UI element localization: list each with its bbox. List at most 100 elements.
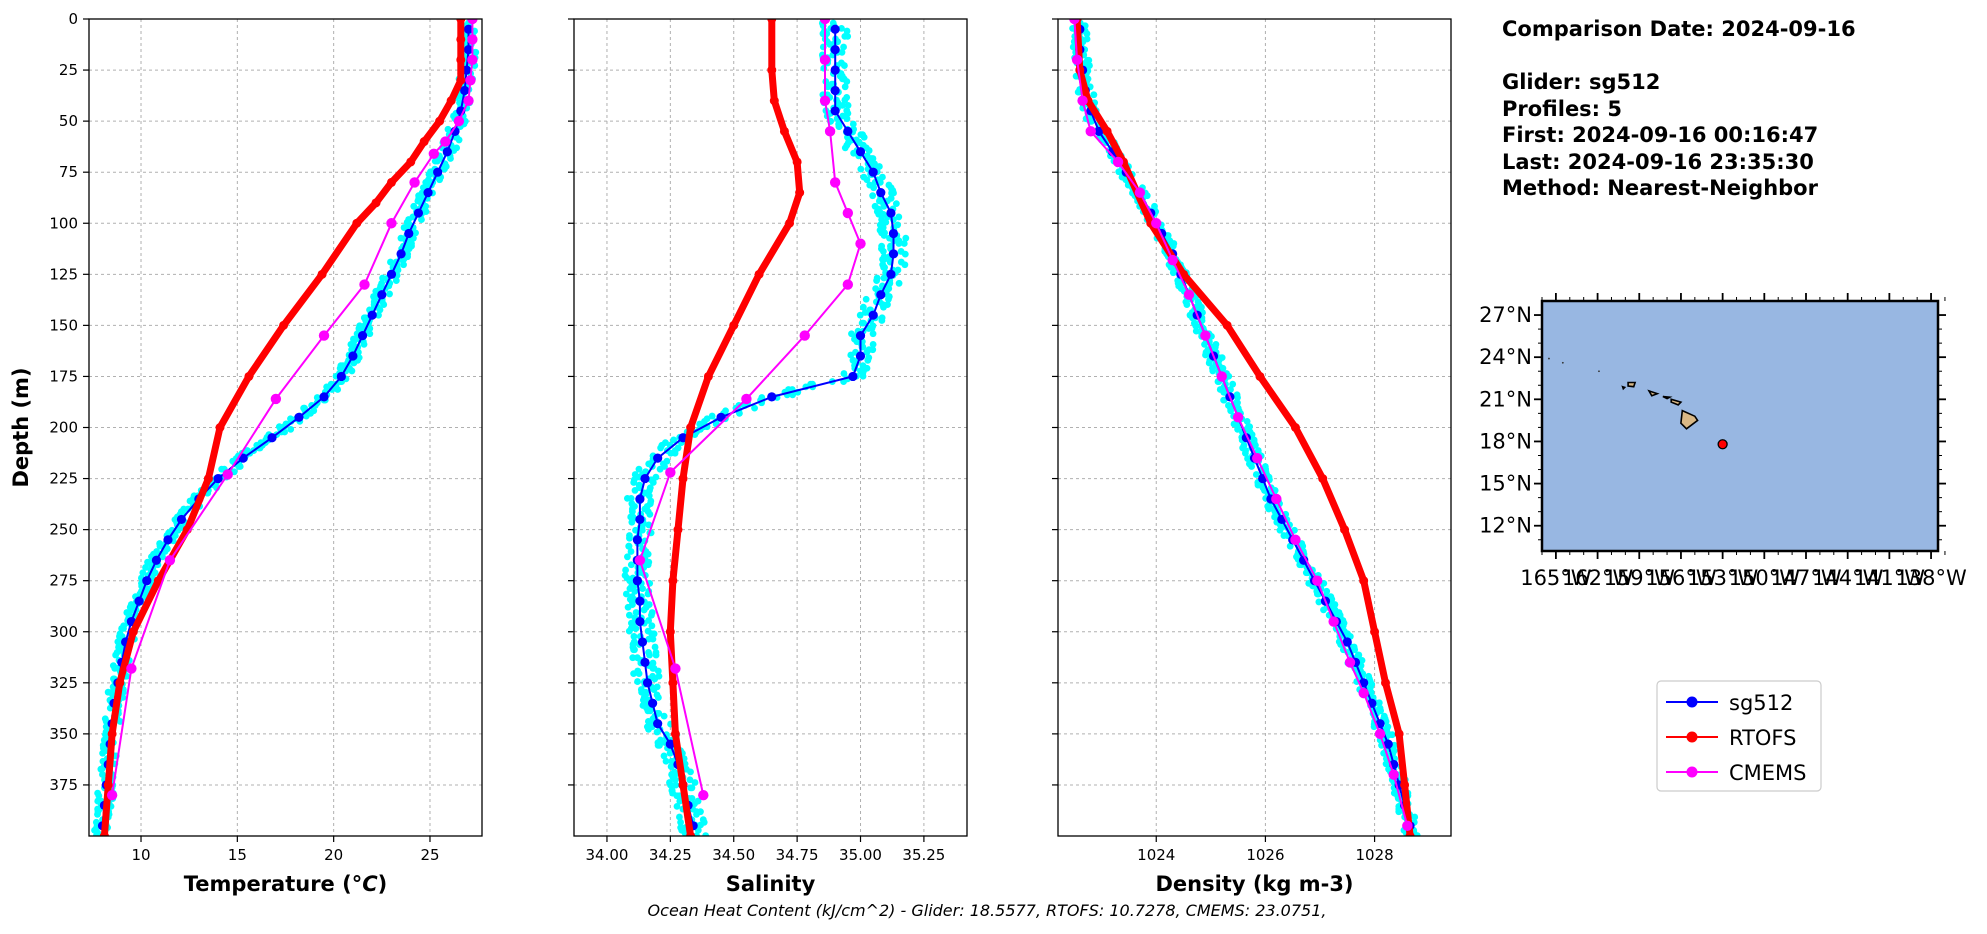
series-point-rtofs bbox=[1255, 371, 1265, 381]
plot-area bbox=[1069, 19, 1421, 836]
scatter-point-glider-raw bbox=[455, 136, 463, 144]
series-point-cmems bbox=[634, 555, 646, 566]
series-point-sg512 bbox=[635, 596, 645, 606]
scatter-point-glider-raw bbox=[644, 707, 652, 715]
scatter-point-glider-raw bbox=[1375, 699, 1383, 707]
series-point-cmems bbox=[126, 663, 137, 674]
series-point-sg512 bbox=[640, 657, 650, 667]
x-tick-label: 35.00 bbox=[839, 846, 882, 864]
legend-label: RTOFS bbox=[1729, 726, 1796, 750]
scatter-point-glider-raw bbox=[645, 492, 653, 500]
series-point-sg512 bbox=[294, 412, 304, 422]
scatter-point-glider-raw bbox=[436, 176, 444, 184]
series-line-rtofs bbox=[1073, 19, 1414, 836]
ocean-heat-content: Ocean Heat Content (kJ/cm^2) - Glider: 1… bbox=[648, 901, 1327, 920]
scatter-point-glider-raw bbox=[380, 301, 388, 308]
legend-label: CMEMS bbox=[1729, 761, 1807, 785]
series-point-sg512 bbox=[151, 555, 162, 565]
series-point-sg512 bbox=[213, 473, 223, 484]
glider-name: Glider: sg512 bbox=[1502, 70, 1660, 94]
series-line-sg512 bbox=[636, 29, 895, 827]
scatter-point-glider-raw bbox=[651, 675, 659, 683]
scatter-point-glider-raw bbox=[859, 372, 867, 380]
scatter-point-glider-raw bbox=[1388, 731, 1396, 739]
series-point-cmems bbox=[1232, 412, 1244, 423]
series-point-sg512 bbox=[830, 45, 840, 55]
scatter-point-glider-raw bbox=[648, 630, 656, 638]
scatter-point-glider-raw bbox=[677, 818, 684, 826]
scatter-point-glider-raw bbox=[1227, 386, 1234, 393]
scatter-point-glider-raw bbox=[1413, 832, 1421, 836]
series-point-rtofs bbox=[103, 780, 113, 790]
scatter-point-glider-raw bbox=[622, 590, 630, 598]
scatter-point-glider-raw bbox=[1220, 396, 1228, 404]
x-axis-label: Salinity bbox=[726, 872, 816, 896]
series-point-sg512 bbox=[888, 249, 899, 259]
scatter-point-glider-raw bbox=[751, 404, 758, 412]
series-point-rtofs bbox=[1318, 474, 1328, 484]
scatter-point-glider-raw bbox=[844, 32, 852, 40]
scatter-point-glider-raw bbox=[1367, 688, 1375, 696]
series-point-sg512 bbox=[142, 576, 152, 586]
x-tick-label: 15 bbox=[228, 846, 247, 864]
scatter-point-glider-raw bbox=[441, 165, 448, 173]
series-point-cmems bbox=[1216, 371, 1227, 382]
map-island bbox=[1662, 395, 1673, 400]
series-point-cmems bbox=[665, 467, 676, 478]
scatter-point-glider-raw bbox=[885, 295, 892, 303]
scatter-point-glider-raw bbox=[697, 821, 704, 829]
scatter-point-glider-raw bbox=[646, 510, 654, 518]
series-point-rtofs bbox=[456, 19, 466, 24]
map-lat-label: 21°N bbox=[1479, 387, 1532, 411]
scatter-point-glider-raw bbox=[625, 627, 633, 635]
scatter-point-glider-raw bbox=[859, 303, 867, 311]
scatter-point-glider-raw bbox=[1315, 598, 1323, 606]
scatter-point-glider-raw bbox=[628, 508, 636, 516]
series-point-sg512 bbox=[176, 514, 187, 525]
series-line-cmems bbox=[111, 19, 474, 796]
scatter-point-glider-raw bbox=[644, 550, 652, 558]
scatter-point-glider-raw bbox=[691, 800, 698, 808]
series-point-rtofs bbox=[670, 729, 680, 739]
map-lon-label: 144°W bbox=[1812, 566, 1884, 590]
scatter-point-glider-raw bbox=[624, 603, 632, 611]
series-point-sg512 bbox=[855, 351, 866, 361]
scatter-point-glider-raw bbox=[1205, 359, 1213, 367]
series-point-cmems bbox=[1151, 218, 1162, 229]
scatter-point-glider-raw bbox=[676, 813, 683, 821]
glider-position-marker bbox=[1717, 439, 1728, 450]
x-tick-label: 34.75 bbox=[776, 846, 819, 864]
scatter-point-glider-raw bbox=[860, 133, 868, 141]
y-tick-label: 125 bbox=[49, 265, 78, 283]
scatter-point-glider-raw bbox=[892, 200, 900, 208]
location-map: 27°N24°N21°N18°N15°N12°N165°W162°W159°W1… bbox=[1479, 293, 1967, 590]
y-tick-label: 175 bbox=[49, 367, 78, 385]
scatter-point-glider-raw bbox=[386, 290, 393, 298]
scatter-point-glider-raw bbox=[667, 763, 675, 770]
scatter-point-glider-raw bbox=[142, 564, 149, 571]
scatter-point-glider-raw bbox=[376, 306, 384, 314]
series-point-cmems bbox=[386, 218, 397, 229]
series-point-rtofs bbox=[1370, 627, 1380, 637]
scatter-point-glider-raw bbox=[631, 587, 639, 595]
scatter-point-glider-raw bbox=[895, 240, 903, 247]
series-point-cmems bbox=[1312, 575, 1323, 586]
scatter-point-glider-raw bbox=[640, 606, 648, 614]
scatter-point-glider-raw bbox=[708, 412, 716, 420]
scatter-point-glider-raw bbox=[693, 810, 700, 818]
legend-label: sg512 bbox=[1729, 691, 1793, 715]
series-point-cmems bbox=[463, 95, 474, 106]
scatter-point-glider-raw bbox=[397, 234, 405, 242]
scatter-point-glider-raw bbox=[860, 319, 868, 327]
scatter-point-glider-raw bbox=[629, 654, 637, 662]
series-point-cmems bbox=[1344, 657, 1356, 668]
y-tick-label: 25 bbox=[59, 61, 78, 79]
series-point-cmems bbox=[1328, 616, 1339, 627]
scatter-point-glider-raw bbox=[688, 784, 696, 792]
legend-marker bbox=[1686, 766, 1698, 778]
map-lat-label: 12°N bbox=[1479, 514, 1532, 538]
series-point-cmems bbox=[1290, 534, 1301, 546]
series-point-cmems bbox=[106, 789, 118, 801]
map-lat-label: 15°N bbox=[1479, 472, 1532, 496]
